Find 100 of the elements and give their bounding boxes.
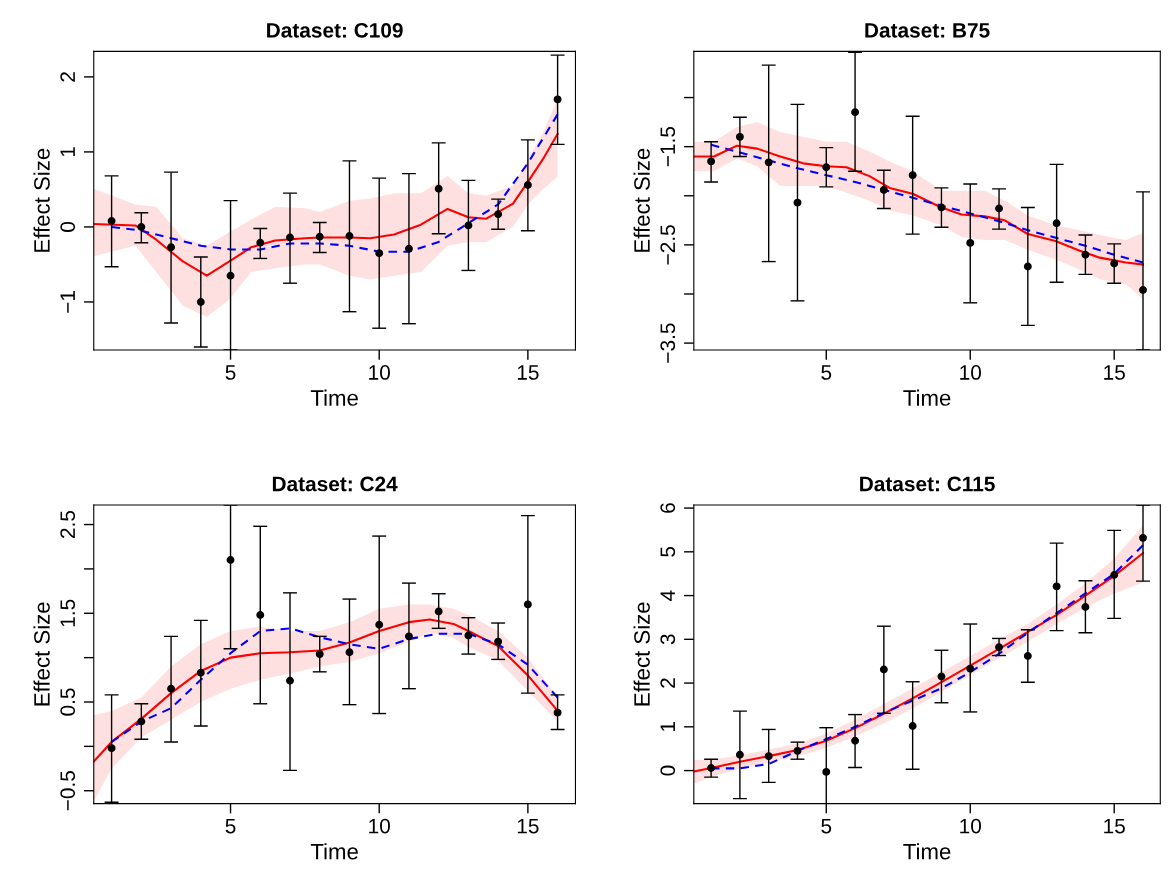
point: [707, 157, 716, 166]
y-tick-label: −1: [60, 291, 75, 313]
point: [434, 184, 443, 193]
point: [107, 744, 116, 753]
x-tick-label: 10: [369, 365, 390, 380]
y-tick-label: 1.5: [60, 599, 76, 627]
point: [822, 767, 831, 776]
chart-title: Dataset: C24: [272, 476, 398, 492]
point: [404, 632, 413, 641]
point: [523, 180, 532, 189]
y-axis-title: Effect Size: [33, 602, 50, 706]
point: [1139, 533, 1147, 542]
y-tick-label: 0: [660, 765, 676, 776]
point: [793, 746, 802, 755]
point: [966, 238, 975, 247]
point: [226, 271, 235, 280]
point: [434, 607, 443, 616]
chart-title: Dataset: C109: [267, 22, 403, 38]
x-tick-label: 15: [517, 365, 539, 380]
point: [1052, 219, 1061, 228]
point: [1110, 259, 1119, 268]
point: [851, 108, 860, 117]
point: [937, 203, 946, 212]
y-tick-label: 1: [660, 722, 675, 732]
point: [196, 298, 205, 306]
point: [735, 750, 744, 759]
x-axis-title: Time: [310, 389, 358, 406]
point: [345, 231, 354, 240]
point: [375, 249, 384, 258]
point: [879, 665, 888, 674]
y-tick-label: −3.5: [660, 323, 676, 363]
point: [315, 232, 324, 241]
y-tick-label: 6: [660, 503, 676, 513]
point: [345, 648, 354, 657]
point: [966, 664, 975, 673]
x-tick-label: 15: [517, 818, 539, 834]
point: [908, 171, 917, 180]
point: [764, 158, 773, 167]
y-tick-label: 4: [660, 590, 675, 601]
point: [494, 210, 503, 219]
y-tick-label: 0.5: [60, 688, 76, 716]
chart-title: Dataset: B75: [865, 23, 990, 38]
y-tick-label: −0.5: [60, 771, 76, 811]
point: [1023, 262, 1032, 271]
x-tick-label: 10: [960, 818, 982, 834]
point: [226, 556, 235, 564]
y-tick-label: −1.5: [660, 126, 676, 167]
y-tick-label: 0: [60, 221, 76, 232]
x-tick-label: 5: [225, 365, 236, 380]
x-tick-label: 5: [821, 818, 832, 834]
point: [937, 672, 946, 681]
point: [822, 163, 831, 172]
y-tick-label: −2.5: [660, 225, 676, 265]
point: [908, 721, 917, 730]
y-tick-label: 1: [60, 147, 75, 157]
line-series: [93, 132, 559, 277]
x-axis-title: Time: [903, 389, 951, 406]
point: [107, 216, 116, 225]
point: [1023, 651, 1032, 660]
x-tick-label: 15: [1104, 365, 1125, 380]
point: [553, 95, 562, 104]
x-tick-label: 5: [821, 365, 832, 380]
point: [793, 198, 802, 207]
y-tick-label: 2: [660, 678, 675, 688]
y-axis-title: Effect Size: [633, 148, 650, 252]
chart-title: Dataset: C115: [860, 476, 995, 492]
x-tick-label: 10: [369, 818, 390, 834]
point: [523, 600, 532, 609]
y-tick-label: 2.5: [60, 510, 76, 538]
point: [464, 631, 473, 640]
point: [404, 244, 413, 253]
x-axis-title: Time: [903, 843, 951, 860]
point: [375, 620, 384, 629]
point: [196, 668, 205, 677]
point: [494, 637, 503, 646]
point: [1081, 250, 1090, 259]
y-tick-label: 5: [660, 546, 676, 557]
point: [707, 763, 716, 772]
line-series: [110, 627, 559, 743]
point: [286, 233, 294, 242]
point: [256, 611, 265, 619]
point: [764, 752, 773, 761]
x-axis-title: Time: [310, 843, 358, 860]
x-tick-label: 15: [1104, 818, 1125, 834]
x-tick-label: 5: [225, 818, 236, 834]
point: [167, 684, 176, 693]
point: [995, 643, 1003, 652]
point: [137, 717, 146, 726]
point: [286, 676, 294, 685]
y-tick-label: 2: [60, 72, 75, 82]
y-axis-title: Effect Size: [633, 602, 650, 706]
point: [735, 132, 744, 141]
point: [879, 185, 888, 194]
point: [137, 222, 146, 231]
point: [1110, 571, 1119, 579]
point: [1081, 603, 1090, 611]
point: [167, 243, 176, 252]
y-axis-title: Effect Size: [33, 148, 50, 252]
point: [315, 650, 324, 659]
point: [553, 708, 562, 717]
